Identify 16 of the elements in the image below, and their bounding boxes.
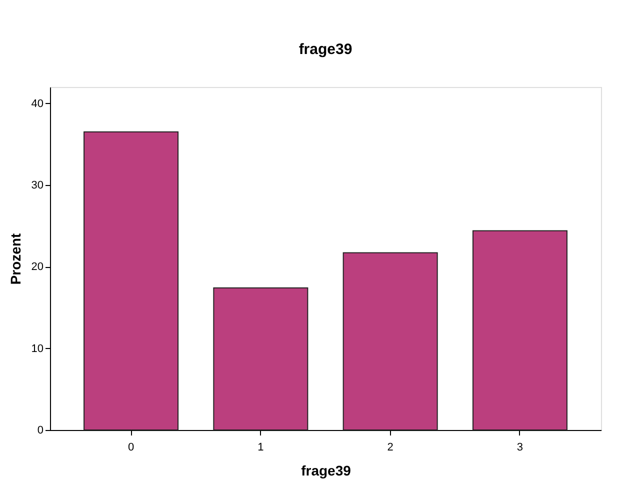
y-axis-title: Prozent: [7, 232, 24, 285]
x-tick-label: 2: [387, 442, 394, 454]
y-tick-label: 0: [37, 424, 44, 436]
bar: [84, 131, 179, 430]
y-tick-label: 20: [31, 261, 44, 274]
x-axis-title: frage39: [301, 462, 352, 478]
y-tick-label: 30: [31, 180, 44, 192]
x-tick-label: 3: [516, 442, 524, 454]
bar: [213, 287, 308, 430]
y-tick-label: 40: [31, 98, 44, 110]
x-tick-label: 0: [128, 442, 134, 454]
x-tick-label: 1: [258, 442, 264, 454]
bar: [342, 252, 438, 430]
chart-title: frage39: [298, 41, 352, 58]
y-tick-label: 10: [31, 342, 44, 355]
bar: [472, 230, 568, 430]
